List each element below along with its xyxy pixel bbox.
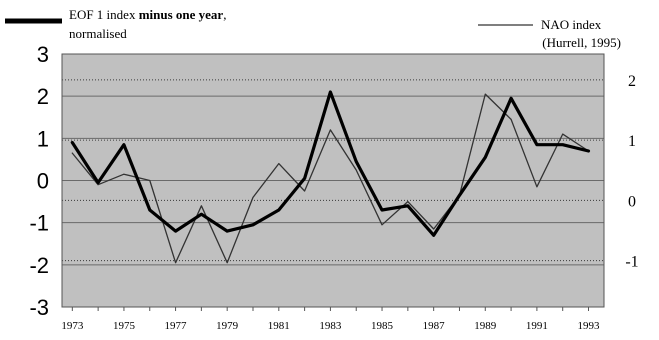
legend-label-nao: NAO index (541, 17, 602, 32)
grid-right (62, 79, 604, 262)
y-left-tick-label: 3 (37, 42, 49, 67)
y-right-tick-label: 1 (628, 133, 636, 150)
x-tick-label: 1985 (371, 320, 394, 332)
y-left-tick-label: -2 (29, 253, 49, 278)
y-left-tick-label: 1 (37, 126, 49, 151)
y-right-tick-label: 0 (628, 193, 636, 210)
y-left-tick-label: 2 (37, 84, 49, 109)
y-left-tick-label: -1 (29, 211, 49, 236)
x-tick-label: 1973 (61, 320, 84, 332)
legend-label-eof: EOF 1 index minus one year, (69, 7, 226, 22)
x-tick-label: 1987 (423, 320, 446, 332)
x-tick-label: 1979 (216, 320, 239, 332)
left-axis: 3 2 1 0 -1 -2 -3 (29, 42, 49, 320)
x-tick-label: 1991 (526, 320, 548, 332)
y-left-tick-label: -3 (29, 295, 49, 320)
legend: EOF 1 index minus one year, normalised N… (5, 7, 621, 50)
legend-label-eof-bold: minus one year (139, 7, 224, 22)
y-right-tick-label: -1 (625, 254, 638, 271)
x-tick-label: 1977 (165, 320, 188, 332)
series-line-eof (70, 90, 591, 237)
legend-label-eof-line2: normalised (69, 26, 127, 41)
y-right-tick-label: 2 (628, 73, 636, 90)
x-tick-label: 1981 (268, 320, 290, 332)
x-tick-label: 1993 (578, 320, 601, 332)
series-lines (70, 90, 591, 264)
legend-label-eof-plain: EOF 1 index (69, 7, 139, 22)
legend-label-eof-tail: , (223, 7, 226, 22)
right-axis: 2 1 0 -1 (625, 73, 638, 271)
series-line-nao (71, 93, 590, 264)
legend-label-nao-line2: (Hurrell, 1995) (542, 35, 621, 50)
x-tick-label: 1975 (113, 320, 136, 332)
y-left-tick-label: 0 (37, 169, 49, 194)
x-tick-label: 1989 (474, 320, 497, 332)
x-axis: 1973 1975 1977 1979 1981 1983 1985 1987 1989 1991… (61, 307, 600, 332)
plot-border (61, 53, 605, 308)
x-tick-label: 1983 (319, 320, 342, 332)
